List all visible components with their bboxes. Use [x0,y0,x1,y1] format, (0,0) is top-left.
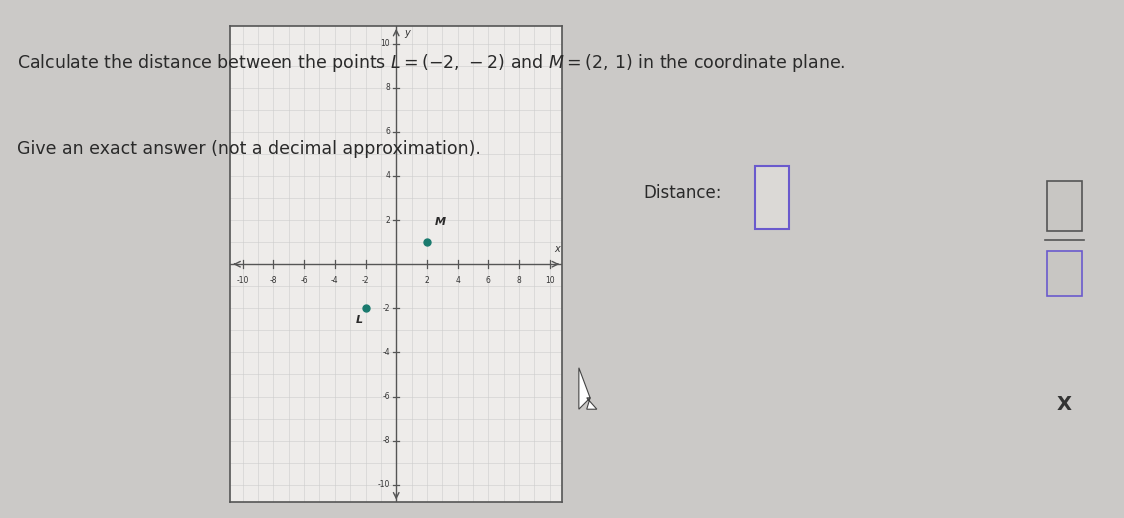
FancyBboxPatch shape [755,166,789,229]
Text: -2: -2 [362,276,370,285]
Text: 4: 4 [455,276,460,285]
Text: Calculate the distance between the points $L=(-2,\,-2)$ and $M=(2,\,1)$ in the c: Calculate the distance between the point… [17,52,845,74]
Text: -10: -10 [378,480,390,490]
Text: Distance:: Distance: [644,184,723,202]
Text: x: x [554,244,560,254]
Text: 4: 4 [386,171,390,180]
Text: Give an exact answer (not a decimal approximation).: Give an exact answer (not a decimal appr… [17,140,481,158]
Text: 6: 6 [486,276,491,285]
Text: -8: -8 [382,436,390,445]
FancyBboxPatch shape [1046,251,1082,296]
Text: 2: 2 [425,276,429,285]
Text: L: L [355,315,362,325]
Text: -8: -8 [270,276,278,285]
Text: 6: 6 [386,127,390,136]
Text: -4: -4 [330,276,338,285]
Text: 2: 2 [386,215,390,225]
Text: -6: -6 [300,276,308,285]
Text: 10: 10 [380,39,390,48]
Text: y: y [405,27,410,37]
Text: -6: -6 [382,392,390,401]
Text: X: X [1057,395,1072,413]
Text: 10: 10 [545,276,554,285]
Text: -4: -4 [382,348,390,357]
Text: M: M [435,217,446,227]
Text: -10: -10 [236,276,248,285]
Text: 8: 8 [386,83,390,92]
Text: 8: 8 [517,276,522,285]
FancyBboxPatch shape [1046,181,1082,231]
Text: -2: -2 [382,304,390,313]
